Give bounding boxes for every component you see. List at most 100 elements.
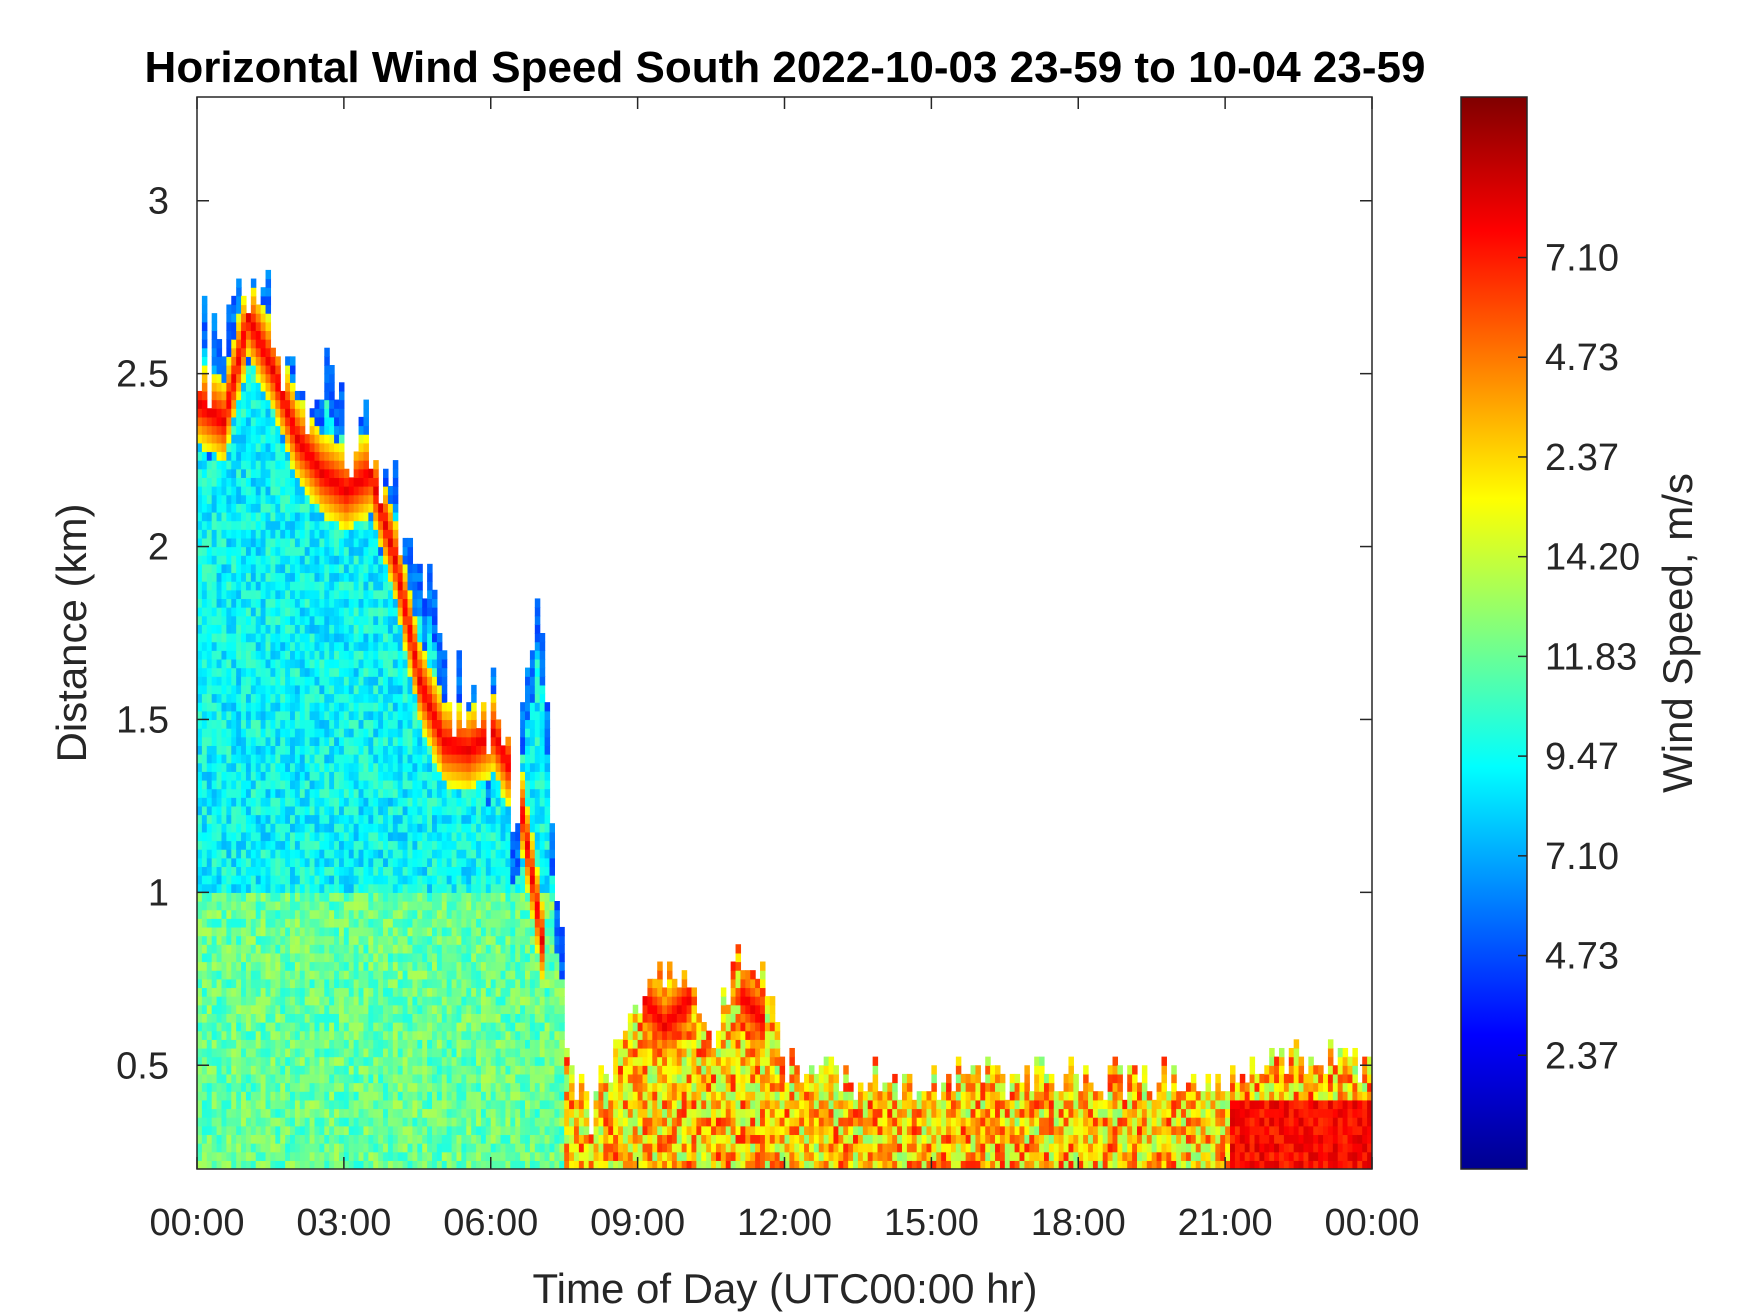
heatmap-cell [368, 555, 374, 565]
heatmap-cell [265, 693, 272, 703]
heatmap-cell [270, 1039, 276, 1049]
heatmap-cell [412, 771, 418, 781]
heatmap-cell [201, 719, 208, 729]
heatmap-cell [378, 1056, 384, 1066]
heatmap-cell [260, 373, 267, 383]
heatmap-cell [387, 866, 394, 876]
heatmap-cell [294, 442, 301, 453]
heatmap-cell [241, 598, 247, 608]
heatmap-cell [275, 702, 281, 712]
heatmap-cell [490, 918, 497, 928]
heatmap-cell [427, 892, 433, 902]
heatmap-cell [275, 797, 281, 807]
heatmap-cell [378, 762, 384, 772]
heatmap-cell [285, 831, 291, 842]
heatmap-cell [216, 572, 223, 582]
heatmap-cell [402, 702, 409, 712]
heatmap-cell [383, 883, 389, 893]
heatmap-cell [422, 797, 428, 807]
heatmap-cell [412, 650, 418, 660]
heatmap-cell [466, 728, 472, 738]
heatmap-cell [216, 1151, 223, 1161]
heatmap-cell [275, 425, 281, 435]
heatmap-cell [201, 831, 208, 842]
heatmap-cell [324, 641, 330, 651]
heatmap-cell [299, 1073, 306, 1084]
heatmap-cell [441, 909, 448, 919]
heatmap-cell [480, 866, 487, 876]
heatmap-cell [368, 719, 374, 729]
heatmap-cell [221, 1117, 227, 1127]
heatmap-cell [446, 831, 453, 842]
heatmap-cell [319, 996, 325, 1006]
heatmap-cell [226, 918, 232, 928]
heatmap-cell [319, 918, 325, 928]
heatmap-cell [378, 1134, 384, 1144]
heatmap-cell [236, 762, 242, 772]
heatmap-cell [368, 978, 374, 989]
heatmap-cell [226, 1091, 232, 1101]
heatmap-cell [471, 1030, 477, 1040]
heatmap-cell [338, 425, 345, 435]
heatmap-cell [197, 442, 203, 453]
heatmap-cell [358, 1160, 365, 1169]
heatmap-cell [245, 788, 252, 798]
heatmap-cell [250, 321, 257, 332]
heatmap-cell [378, 736, 384, 746]
heatmap-cell [201, 434, 208, 444]
heatmap-cell [294, 434, 301, 444]
heatmap-cell [373, 537, 379, 548]
heatmap-cell [304, 607, 311, 617]
heatmap-cell [236, 676, 242, 686]
heatmap-cell [211, 754, 218, 764]
heatmap-cell [201, 503, 208, 513]
heatmap-cell [397, 710, 404, 721]
heatmap-cell [387, 1047, 394, 1058]
heatmap-cell [197, 1134, 203, 1144]
heatmap-cell [241, 1030, 247, 1040]
heatmap-cell [471, 710, 477, 721]
heatmap-cell [436, 952, 443, 963]
heatmap-cell [221, 823, 227, 833]
heatmap-cell [255, 347, 262, 357]
heatmap-cell [309, 658, 316, 669]
heatmap-cell [407, 987, 414, 997]
heatmap-cell [383, 563, 389, 574]
heatmap-cell [255, 1082, 262, 1092]
heatmap-cell [397, 1134, 404, 1144]
heatmap-cell [290, 857, 296, 868]
heatmap-cell [206, 978, 213, 989]
heatmap-cell [334, 970, 340, 980]
heatmap-cell [280, 684, 286, 695]
heatmap-cell [427, 901, 433, 911]
heatmap-cell [471, 684, 477, 695]
heatmap-cell [275, 589, 281, 600]
heatmap-cell [329, 831, 335, 842]
heatmap-cell [250, 944, 257, 954]
heatmap-cell [412, 710, 418, 721]
heatmap-cell [461, 1004, 467, 1014]
heatmap-cell [348, 650, 355, 660]
heatmap-cell [265, 892, 272, 902]
heatmap-cell [211, 1030, 218, 1040]
heatmap-cell [432, 728, 438, 738]
heatmap-cell [441, 831, 448, 842]
heatmap-cell [373, 1065, 379, 1075]
heatmap-cell [260, 996, 267, 1006]
heatmap-cell [378, 546, 384, 556]
heatmap-cell [226, 598, 232, 608]
heatmap-cell [397, 589, 404, 600]
heatmap-cell [280, 477, 286, 487]
heatmap-cell [206, 658, 213, 669]
heatmap-cell [290, 667, 296, 677]
heatmap-cell [446, 840, 453, 850]
heatmap-cell [201, 771, 208, 781]
heatmap-cell [368, 831, 374, 842]
heatmap-cell [294, 978, 301, 989]
heatmap-cell [324, 373, 330, 383]
heatmap-cell [480, 961, 487, 971]
heatmap-cell [197, 650, 203, 660]
heatmap-cell [324, 710, 330, 721]
heatmap-cell [231, 356, 237, 366]
heatmap-cell [466, 762, 472, 772]
